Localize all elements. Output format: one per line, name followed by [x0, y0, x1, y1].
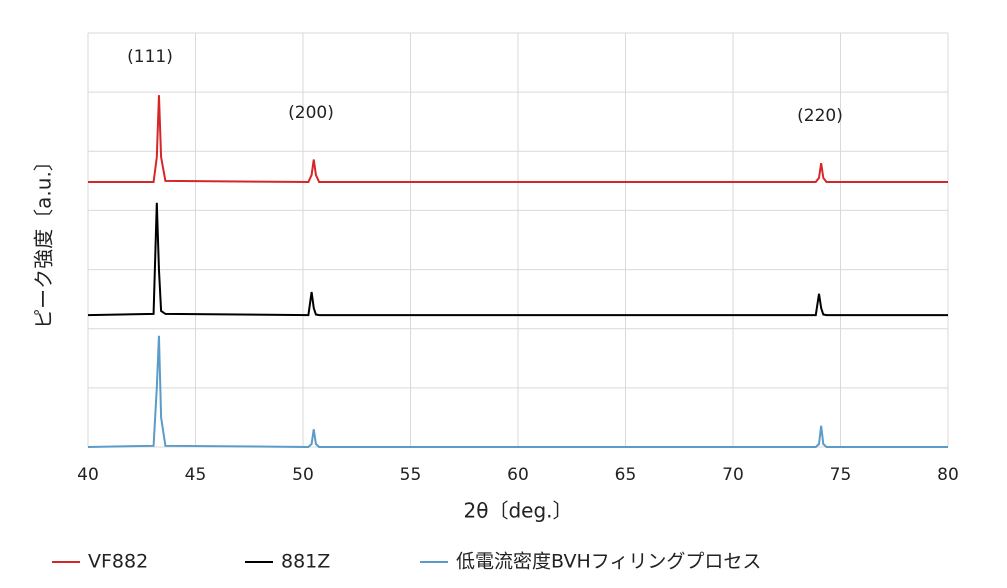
x-tick-label: 50 — [292, 465, 314, 485]
series-line — [87, 202, 948, 317]
y-axis-label: ピーク強度〔a.u.〕 — [32, 151, 56, 329]
x-tick-label: 40 — [77, 465, 99, 485]
annotation: (220) — [797, 106, 843, 126]
annotation: (200) — [288, 103, 334, 123]
x-tick-label: 65 — [615, 465, 637, 485]
x-axis-label: 2θ〔deg.〕 — [463, 499, 572, 523]
x-tick-label: 80 — [937, 465, 959, 485]
annotation: (111) — [127, 47, 173, 67]
x-tick-label: 75 — [830, 465, 852, 485]
legend-label: 低電流密度BVHフィリングプロセス — [456, 551, 761, 573]
series-line — [88, 95, 948, 184]
legend-label: VF882 — [88, 551, 148, 573]
x-tick-label: 60 — [507, 465, 529, 485]
x-tick-label: 45 — [185, 465, 207, 485]
x-tick-label: 70 — [722, 465, 744, 485]
x-tick-label: 55 — [400, 465, 422, 485]
series-line — [87, 335, 948, 449]
legend-label: 881Z — [281, 551, 330, 573]
